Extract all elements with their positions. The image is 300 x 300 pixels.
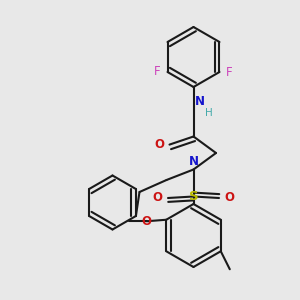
Text: O: O [153, 191, 163, 204]
Text: O: O [224, 191, 234, 204]
Text: O: O [142, 215, 152, 228]
Text: S: S [189, 190, 198, 203]
Text: H: H [205, 107, 213, 118]
Text: N: N [195, 95, 205, 108]
Text: O: O [154, 138, 164, 151]
Text: F: F [154, 65, 161, 79]
Text: N: N [188, 155, 199, 168]
Text: F: F [226, 65, 233, 79]
